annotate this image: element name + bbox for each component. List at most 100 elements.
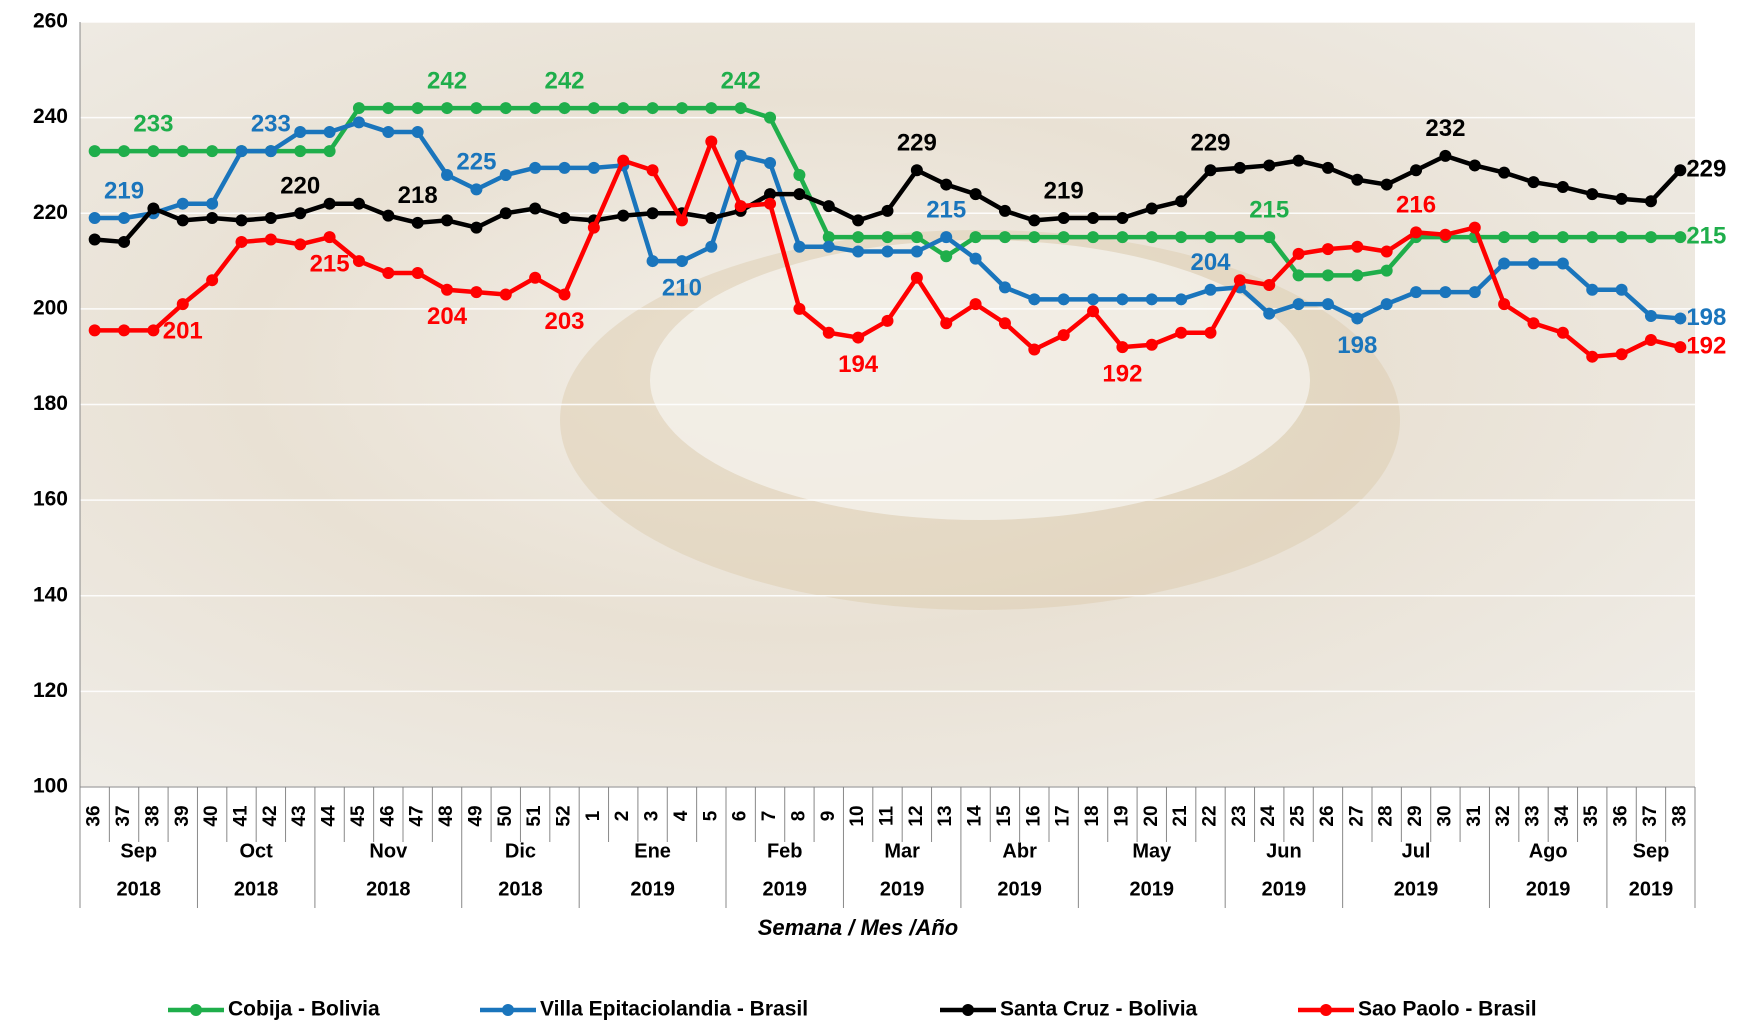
data-point xyxy=(882,315,894,327)
data-point xyxy=(1674,231,1686,243)
data-point xyxy=(441,102,453,114)
legend-label: Santa Cruz - Bolivia xyxy=(1000,998,1198,1021)
data-point xyxy=(1087,231,1099,243)
x-tick-label: 5 xyxy=(700,810,721,821)
data-point xyxy=(559,102,571,114)
data-point xyxy=(647,164,659,176)
data-point xyxy=(1351,174,1363,186)
data-point xyxy=(236,214,248,226)
data-point xyxy=(470,222,482,234)
data-label: 215 xyxy=(1686,223,1726,250)
data-point xyxy=(1234,274,1246,286)
data-point xyxy=(1351,269,1363,281)
y-tick-label: 200 xyxy=(33,296,68,319)
data-point xyxy=(1528,257,1540,269)
x-tick-label: 12 xyxy=(906,805,927,826)
data-point xyxy=(1381,179,1393,191)
data-point xyxy=(852,246,864,258)
y-tick-label: 120 xyxy=(33,679,68,702)
data-point xyxy=(353,255,365,267)
data-point xyxy=(1616,284,1628,296)
data-label: 204 xyxy=(427,303,468,330)
data-point xyxy=(1410,164,1422,176)
data-point xyxy=(970,188,982,200)
data-point xyxy=(1116,293,1128,305)
data-point xyxy=(559,289,571,301)
data-label: 242 xyxy=(721,67,761,94)
month-label: Ene xyxy=(634,840,671,862)
x-tick-label: 39 xyxy=(172,805,193,826)
x-tick-label: 38 xyxy=(142,805,163,826)
data-point xyxy=(412,102,424,114)
data-point xyxy=(588,102,600,114)
data-point xyxy=(559,162,571,174)
x-tick-label: 29 xyxy=(1405,805,1426,826)
data-point xyxy=(529,272,541,284)
data-point xyxy=(1205,327,1217,339)
data-point xyxy=(529,102,541,114)
data-point xyxy=(1469,286,1481,298)
data-point xyxy=(382,126,394,138)
x-tick-label: 20 xyxy=(1141,805,1162,826)
data-point xyxy=(206,198,218,210)
data-point xyxy=(206,212,218,224)
x-tick-label: 21 xyxy=(1170,805,1191,827)
data-point xyxy=(1058,329,1070,341)
data-point xyxy=(236,145,248,157)
data-point xyxy=(382,210,394,222)
data-point xyxy=(735,150,747,162)
x-tick-label: 36 xyxy=(84,805,105,826)
data-label: 192 xyxy=(1686,332,1726,359)
data-point xyxy=(294,126,306,138)
data-label: 210 xyxy=(662,274,702,301)
x-tick-label: 16 xyxy=(1023,805,1044,826)
x-tick-label: 45 xyxy=(348,805,369,827)
x-tick-label: 37 xyxy=(1640,805,1661,826)
y-tick-label: 140 xyxy=(33,583,68,606)
data-point xyxy=(470,102,482,114)
month-label: Jul xyxy=(1402,840,1431,862)
x-tick-label: 24 xyxy=(1258,805,1279,827)
data-point xyxy=(705,136,717,148)
data-point xyxy=(1557,327,1569,339)
data-point xyxy=(911,246,923,258)
x-tick-label: 47 xyxy=(407,805,428,826)
data-point xyxy=(1469,222,1481,234)
data-point xyxy=(793,188,805,200)
data-point xyxy=(1528,317,1540,329)
data-label: 215 xyxy=(310,251,350,278)
data-point xyxy=(617,102,629,114)
x-tick-label: 17 xyxy=(1053,805,1074,826)
data-label: 194 xyxy=(838,351,879,378)
y-tick-label: 180 xyxy=(33,392,68,415)
x-tick-label: 49 xyxy=(465,805,486,826)
data-label: 198 xyxy=(1337,332,1377,359)
month-label: Feb xyxy=(767,840,803,862)
data-point xyxy=(1410,226,1422,238)
data-point xyxy=(1674,164,1686,176)
y-tick-label: 100 xyxy=(33,775,68,798)
data-point xyxy=(911,272,923,284)
data-label: 219 xyxy=(104,177,144,204)
data-point xyxy=(1498,167,1510,179)
data-point xyxy=(1439,286,1451,298)
data-point xyxy=(1175,293,1187,305)
data-point xyxy=(177,214,189,226)
data-point xyxy=(324,198,336,210)
data-point xyxy=(1146,339,1158,351)
data-label: 215 xyxy=(1249,197,1289,224)
data-point xyxy=(412,126,424,138)
data-point xyxy=(1263,159,1275,171)
data-label: 233 xyxy=(251,110,291,137)
data-point xyxy=(735,200,747,212)
data-label: 216 xyxy=(1396,192,1436,219)
data-point xyxy=(1263,308,1275,320)
year-label: 2019 xyxy=(1629,878,1674,900)
data-point xyxy=(236,236,248,248)
data-point xyxy=(1381,246,1393,258)
x-tick-label: 1 xyxy=(583,810,604,821)
x-tick-label: 19 xyxy=(1111,805,1132,826)
x-tick-label: 28 xyxy=(1376,805,1397,826)
x-tick-label: 3 xyxy=(642,811,663,822)
data-point xyxy=(1087,212,1099,224)
